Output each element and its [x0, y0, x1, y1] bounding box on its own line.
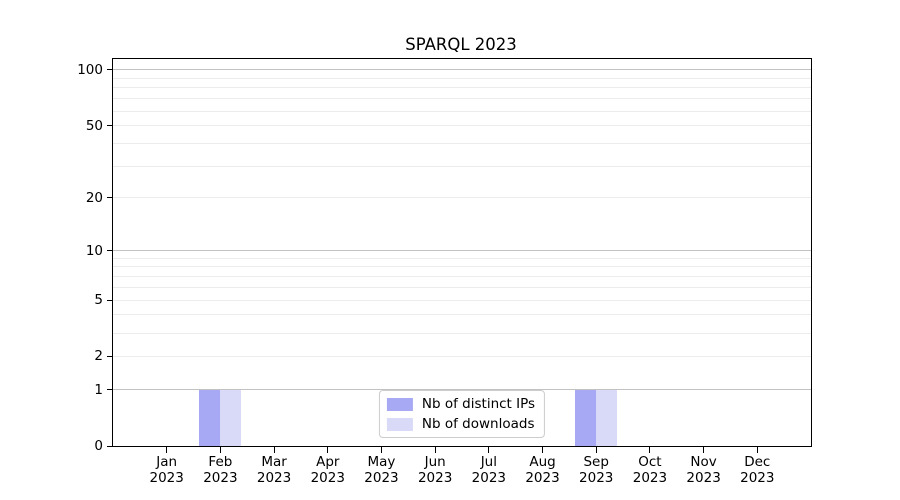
y-tick-label: 1 — [94, 381, 103, 398]
x-tick-year: 2023 — [471, 469, 507, 486]
gridline-minor — [113, 98, 811, 100]
gridline-major — [113, 69, 811, 71]
x-tick-mark — [703, 447, 705, 453]
x-tick-mark — [756, 447, 758, 453]
y-tick-mark — [107, 445, 113, 447]
x-tick-label: Nov 2023 — [674, 454, 734, 486]
legend-label: Nb of downloads — [421, 416, 535, 432]
chart-title: SPARQL 2023 — [405, 35, 517, 54]
x-tick-year: 2023 — [203, 469, 238, 486]
y-tick-mark — [107, 389, 113, 391]
x-tick-mark — [434, 447, 436, 453]
bar-nb-of-downloads — [220, 389, 242, 446]
gridline-minor — [113, 276, 811, 278]
x-tick-year: 2023 — [686, 469, 721, 486]
x-tick-label: Jun 2023 — [405, 454, 465, 486]
x-tick-year: 2023 — [256, 469, 292, 486]
y-tick-mark — [107, 197, 113, 199]
bar-nb-of-downloads — [596, 389, 618, 446]
y-tick-mark — [107, 355, 113, 357]
gridline-minor — [113, 87, 811, 89]
y-tick-label: 2 — [94, 348, 103, 365]
gridline-minor — [113, 314, 811, 316]
x-tick-mark — [595, 447, 597, 453]
legend: Nb of distinct IPs Nb of downloads — [378, 390, 546, 438]
x-tick-label: Mar 2023 — [244, 454, 304, 486]
gridline-minor — [113, 142, 811, 144]
gridline-major — [113, 250, 811, 252]
x-tick-month: Jul — [480, 454, 497, 470]
gridline-minor — [113, 257, 811, 259]
gridline-minor — [113, 77, 811, 79]
x-tick-mark — [166, 447, 168, 453]
gridline-minor — [113, 125, 811, 127]
gridline-major — [113, 389, 811, 391]
x-tick-mark — [327, 447, 329, 453]
x-tick-label: Sep 2023 — [566, 454, 626, 486]
gridline-minor — [113, 165, 811, 167]
y-tick-mark — [107, 299, 113, 301]
x-tick-month: Nov — [690, 454, 717, 470]
legend-swatch-icon — [386, 397, 413, 411]
x-tick-month: Dec — [744, 454, 771, 470]
y-tick-mark — [107, 250, 113, 252]
gridline-minor — [113, 110, 811, 112]
x-tick-month: Mar — [261, 454, 287, 470]
y-tick-mark — [107, 69, 113, 71]
x-tick-year: 2023 — [149, 469, 184, 486]
legend-row: Nb of distinct IPs — [386, 396, 536, 412]
x-tick-year: 2023 — [364, 469, 399, 486]
x-tick-label: Aug 2023 — [513, 454, 573, 486]
gridline-minor — [113, 197, 811, 199]
x-tick-year: 2023 — [417, 469, 453, 486]
x-tick-mark — [380, 447, 382, 453]
x-tick-month: Aug — [529, 454, 556, 470]
gridline-minor — [113, 299, 811, 301]
x-tick-label: Apr 2023 — [298, 454, 358, 486]
x-tick-label: Oct 2023 — [620, 454, 680, 486]
y-tick-label: 0 — [94, 438, 103, 454]
y-tick-label: 100 — [77, 61, 103, 78]
x-tick-label: Dec 2023 — [727, 454, 787, 486]
x-tick-month: Apr — [316, 454, 340, 470]
x-tick-month: Oct — [638, 454, 662, 470]
x-tick-label: Jul 2023 — [459, 454, 519, 486]
legend-row: Nb of downloads — [386, 416, 535, 432]
gridline-minor — [113, 286, 811, 288]
x-tick-month: Jan — [156, 454, 178, 470]
x-tick-month: Jun — [424, 454, 446, 470]
bar-nb-of-distinct-ips — [199, 389, 221, 446]
x-tick-month: Feb — [208, 454, 233, 470]
x-tick-year: 2023 — [740, 469, 775, 486]
x-tick-mark — [488, 447, 490, 453]
gridline-minor — [113, 266, 811, 268]
y-tick-mark — [107, 125, 113, 127]
x-tick-label: Jan 2023 — [137, 454, 197, 486]
legend-label: Nb of distinct IPs — [421, 396, 536, 412]
x-tick-month: Sep — [583, 454, 609, 470]
x-tick-mark — [219, 447, 221, 453]
gridline-minor — [113, 332, 811, 334]
legend-swatch-icon — [386, 417, 413, 431]
y-tick-label: 20 — [85, 189, 103, 206]
x-tick-month: May — [367, 454, 396, 470]
x-tick-mark — [273, 447, 275, 453]
x-tick-mark — [649, 447, 651, 453]
plot-area: Nb of distinct IPs Nb of downloads — [112, 58, 812, 447]
y-tick-label: 50 — [85, 117, 103, 134]
bar-nb-of-distinct-ips — [575, 389, 597, 446]
y-tick-label: 10 — [85, 242, 103, 259]
x-tick-year: 2023 — [632, 469, 668, 486]
x-tick-year: 2023 — [579, 469, 614, 486]
x-tick-label: Feb 2023 — [190, 454, 250, 486]
y-tick-label: 5 — [94, 292, 103, 309]
x-tick-label: May 2023 — [351, 454, 411, 486]
gridline-minor — [113, 355, 811, 357]
x-tick-year: 2023 — [310, 469, 345, 486]
x-tick-year: 2023 — [525, 469, 560, 486]
x-tick-mark — [542, 447, 544, 453]
